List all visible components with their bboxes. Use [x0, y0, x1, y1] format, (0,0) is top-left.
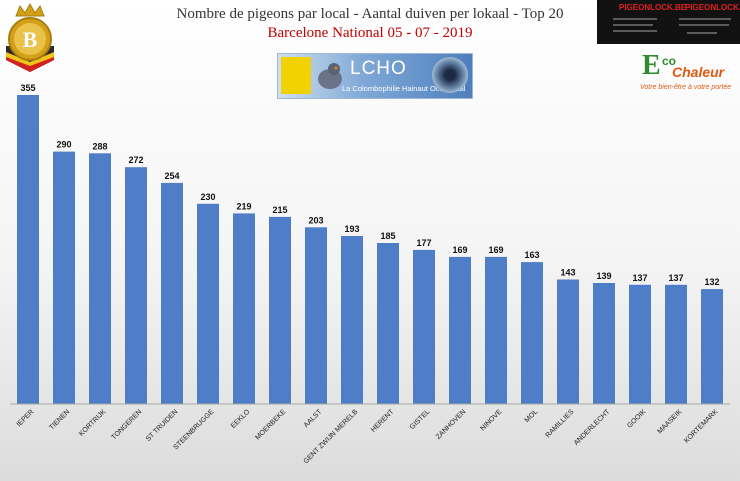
category-label: TONGEREN: [111, 408, 144, 441]
banner-subtitle: La Colombophilie Hainaut Occidental: [342, 84, 466, 93]
data-label: 290: [56, 140, 71, 150]
ad-text-line: [679, 18, 731, 20]
category-label: EEKLO: [230, 408, 252, 430]
data-label: 193: [344, 224, 359, 234]
category-label: RAMILLIES: [545, 408, 576, 439]
data-label: 139: [596, 271, 611, 281]
data-label: 203: [308, 215, 323, 225]
data-label: 143: [560, 268, 575, 278]
data-label: 254: [164, 171, 179, 181]
banner-title: LCHO: [350, 58, 407, 79]
data-label: 163: [524, 250, 539, 260]
ad-text-line: [687, 32, 717, 34]
bar-ninove: [485, 256, 507, 404]
bar-aalst: [305, 227, 327, 404]
ad-left-title: PIGEONLOCK.BE: [619, 3, 687, 12]
ad-text-line: [613, 18, 657, 20]
bar-tongeren: [125, 167, 147, 404]
eco-tagline: Votre bien-être à votre portée: [640, 84, 732, 91]
bar-zanhoven: [449, 256, 471, 404]
ecochaleur-logo: E co Chaleur Votre bien-être à votre por…: [640, 50, 740, 98]
bar-st-truiden: [161, 182, 183, 404]
chart-subtitle: Barcelone National 05 - 07 - 2019: [267, 25, 473, 41]
category-label: ANDERLECHT: [573, 408, 612, 447]
category-label: NINOVE: [479, 408, 503, 432]
chart-title: Nombre de pigeons par local - Aantal dui…: [176, 6, 564, 22]
data-label: 272: [128, 155, 143, 165]
bar-ramillies: [557, 279, 579, 404]
category-label: HERENT: [370, 408, 396, 434]
data-label: 137: [668, 273, 683, 283]
category-label: ST TRUIDEN: [145, 408, 179, 442]
category-label: MAASEIK: [656, 408, 683, 435]
crest-icon: [281, 57, 311, 94]
category-label: ZANHOVEN: [435, 408, 467, 440]
pigeonlock-ad: PIGEONLOCK.BE PIGEONLOCK.BE: [597, 0, 740, 44]
eco-co: co: [662, 54, 677, 68]
data-label: 132: [704, 277, 719, 287]
category-label: GOOIK: [626, 408, 647, 429]
lcho-banner: LCHO La Colombophilie Hainaut Occidental: [277, 53, 473, 99]
data-label: 137: [632, 273, 647, 283]
bar-eeklo: [233, 213, 255, 404]
category-label: IEPER: [16, 408, 36, 428]
data-label: 288: [92, 141, 107, 151]
data-label: 185: [380, 231, 395, 241]
category-label: TIENEN: [48, 408, 71, 431]
eco-chaleur: Chaleur: [672, 64, 725, 80]
eco-e: E: [642, 50, 661, 81]
bar-kortrijk: [89, 153, 111, 404]
ad-text-line: [613, 24, 653, 26]
ad-text-line: [679, 24, 729, 26]
pigeon-icon: [318, 63, 342, 89]
bar-herent: [377, 243, 399, 404]
bar-kortemark: [701, 289, 723, 404]
data-label: 177: [416, 238, 431, 248]
category-label: STEENBRUGGE: [173, 408, 216, 451]
bar-gent-zwijn-merelb: [341, 236, 363, 404]
category-label: KORTRIJK: [78, 408, 108, 438]
eye-icon: [432, 57, 468, 93]
bar-anderlecht: [593, 283, 615, 404]
category-label: GISTEL: [409, 408, 432, 431]
bar-ieper: [17, 95, 39, 404]
bar-moerbeke: [269, 216, 291, 404]
crown-b-logo: B: [6, 2, 54, 72]
data-label: 355: [20, 83, 35, 93]
bar-gooik: [629, 284, 651, 404]
category-label: AALST: [303, 408, 324, 429]
data-label: 219: [236, 201, 251, 211]
category-label: MOERBEKE: [254, 408, 287, 441]
ad-right-title: PIGEONLOCK.BE: [685, 3, 740, 12]
category-label: KORTEMARK: [683, 408, 719, 444]
bar-steenbrugge: [197, 203, 219, 404]
logo-letter: B: [23, 27, 38, 52]
bar-tienen: [53, 151, 75, 404]
bar-maaseik: [665, 284, 687, 404]
data-label: 169: [452, 245, 467, 255]
data-label: 230: [200, 192, 215, 202]
data-label: 215: [272, 205, 287, 215]
data-label: 169: [488, 245, 503, 255]
bar-mol: [521, 262, 543, 404]
category-label: MOL: [524, 408, 540, 424]
ad-text-line: [613, 30, 657, 32]
bar-gistel: [413, 249, 435, 404]
